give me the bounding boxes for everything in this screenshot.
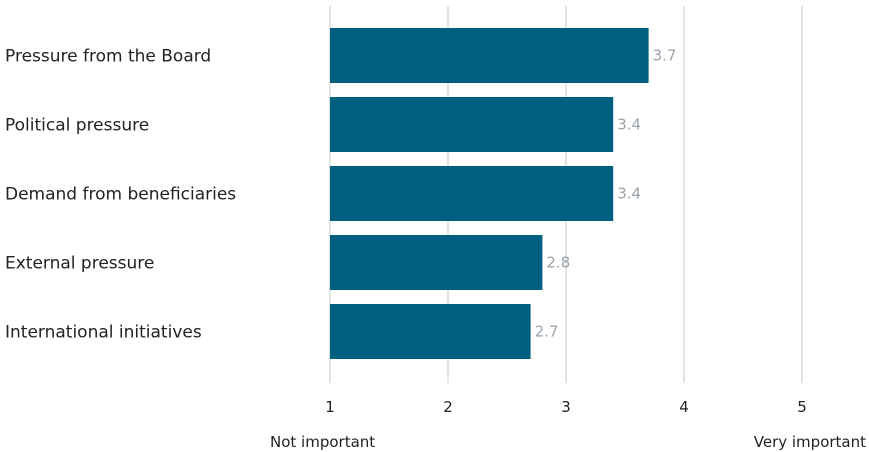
x-tick-label-2: 2 — [443, 398, 453, 416]
value-label: 2.7 — [535, 323, 559, 341]
category-labels: Pressure from the Board Political pressur… — [5, 47, 236, 343]
category-label: Demand from beneficiaries — [5, 185, 236, 205]
value-label: 2.8 — [546, 254, 570, 272]
bar-international-initiatives — [330, 304, 531, 359]
x-tick-label-1: 1 — [325, 398, 335, 416]
scale-low-label: Not important — [270, 433, 375, 451]
x-tick-label-4: 4 — [679, 398, 689, 416]
category-label: Political pressure — [5, 116, 149, 136]
value-label: 3.7 — [653, 47, 677, 65]
value-label: 3.4 — [617, 185, 641, 203]
category-label: External pressure — [5, 254, 154, 274]
bar-political-pressure — [330, 97, 614, 152]
bars — [330, 28, 649, 359]
category-label: Pressure from the Board — [5, 47, 211, 67]
scale-high-label: Very important — [754, 433, 866, 451]
bar-external-pressure — [330, 235, 543, 290]
x-tick-label-3: 3 — [561, 398, 571, 416]
bar-demand-from-beneficiaries — [330, 166, 614, 221]
value-label: 3.4 — [617, 116, 641, 134]
bar-pressure-from-the-board — [330, 28, 649, 83]
value-labels: 3.7 3.4 3.4 2.8 2.7 — [535, 47, 677, 341]
category-label: International initiatives — [5, 323, 202, 343]
x-tick-label-5: 5 — [797, 398, 807, 416]
x-tick-labels: 1 2 3 4 5 — [325, 398, 807, 416]
